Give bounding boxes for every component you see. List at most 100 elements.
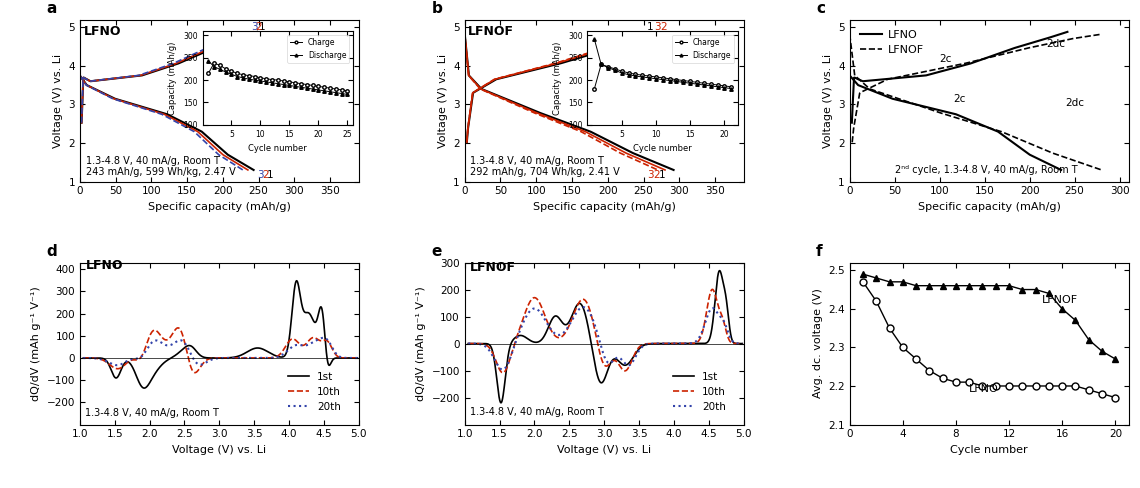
20th [203, 358, 217, 364]
Y-axis label: dQ/dV (mAh g⁻¹ V⁻¹): dQ/dV (mAh g⁻¹ V⁻¹) [416, 286, 426, 401]
Line: LFNO: LFNO [852, 32, 1067, 122]
10th [462, 341, 475, 346]
Y-axis label: Voltage (V) vs. Li: Voltage (V) vs. Li [438, 54, 448, 147]
X-axis label: Specific capacity (mAh/g): Specific capacity (mAh/g) [148, 202, 291, 212]
1st [76, 355, 90, 361]
1st [203, 355, 217, 361]
1st [712, 268, 726, 274]
X-axis label: Specific capacity (mAh/g): Specific capacity (mAh/g) [918, 202, 1060, 212]
LFNO [948, 64, 962, 70]
1st [735, 341, 749, 346]
Text: 243 mAh/g, 599 Wh/kg, 2.47 V: 243 mAh/g, 599 Wh/kg, 2.47 V [86, 166, 235, 177]
LFNO [962, 61, 976, 67]
LFNO [1056, 31, 1069, 37]
Text: 2: 2 [653, 170, 659, 181]
X-axis label: Voltage (V) vs. Li: Voltage (V) vs. Li [172, 445, 267, 455]
Text: LFNO: LFNO [969, 384, 999, 394]
Text: d: d [47, 244, 57, 259]
10th [76, 355, 90, 361]
10th [475, 341, 489, 347]
Text: 3: 3 [648, 170, 653, 181]
10th [188, 370, 202, 376]
1st [343, 355, 357, 361]
Text: 2dc: 2dc [1066, 98, 1084, 108]
20th [462, 341, 475, 346]
Legend: 1st, 10th, 20th: 1st, 10th, 20th [669, 367, 730, 416]
Text: 3: 3 [654, 22, 661, 32]
LFNO [845, 120, 858, 125]
Legend: LFNO, LFNOF: LFNO, LFNOF [855, 25, 928, 60]
Line: 1st: 1st [469, 271, 742, 403]
Line: 10th: 10th [83, 328, 357, 373]
X-axis label: Cycle number: Cycle number [951, 445, 1028, 455]
20th [350, 355, 364, 361]
LFNOF [846, 140, 860, 145]
Text: 3: 3 [252, 22, 258, 32]
Text: LFNOF: LFNOF [469, 25, 514, 38]
10th [677, 341, 691, 346]
Text: 2: 2 [262, 170, 269, 181]
LFNO [1021, 41, 1035, 47]
Text: 1: 1 [259, 22, 266, 32]
Line: 10th: 10th [469, 289, 742, 373]
20th [577, 304, 591, 310]
20th [496, 366, 510, 372]
10th [727, 341, 741, 346]
10th [343, 355, 357, 361]
Text: 3: 3 [258, 170, 263, 181]
1st [350, 355, 364, 361]
LFNO [1060, 29, 1074, 35]
Text: 1.3-4.8 V, 40 mA/g, Room T: 1.3-4.8 V, 40 mA/g, Room T [86, 407, 219, 418]
Text: LFNO: LFNO [83, 25, 121, 38]
Text: 1.3-4.8 V, 40 mA/g, Room T: 1.3-4.8 V, 40 mA/g, Room T [471, 156, 604, 166]
Text: c: c [816, 1, 825, 16]
1st [677, 341, 691, 346]
10th [210, 355, 223, 361]
Text: LFNOF: LFNOF [471, 261, 516, 274]
LFNOF [1050, 39, 1064, 45]
X-axis label: Voltage (V) vs. Li: Voltage (V) vs. Li [557, 445, 651, 455]
Text: 1: 1 [648, 22, 653, 32]
20th [111, 362, 124, 368]
1st [293, 287, 307, 293]
LFNOF [980, 55, 994, 61]
Text: b: b [431, 1, 442, 16]
LFNOF [966, 59, 979, 64]
Line: LFNOF: LFNOF [853, 34, 1101, 142]
Text: 2c: 2c [939, 54, 952, 64]
Text: LFNO: LFNO [86, 259, 123, 272]
20th [475, 342, 489, 347]
Y-axis label: Voltage (V) vs. Li: Voltage (V) vs. Li [823, 54, 832, 147]
1st [475, 341, 489, 346]
Text: LFNOF: LFNOF [1042, 295, 1078, 305]
Text: a: a [47, 1, 57, 16]
1st [290, 278, 303, 284]
Line: 20th: 20th [83, 338, 357, 365]
1st [210, 355, 223, 361]
LFNO [974, 57, 987, 63]
20th [727, 340, 741, 346]
LFNO [947, 65, 961, 71]
1st [727, 340, 741, 346]
20th [343, 355, 357, 361]
Text: 2ⁿᵈ cycle, 1.3-4.8 V, 40 mA/g, Room T: 2ⁿᵈ cycle, 1.3-4.8 V, 40 mA/g, Room T [895, 165, 1077, 175]
Text: e: e [431, 244, 441, 259]
10th [293, 341, 307, 346]
20th [735, 341, 749, 346]
20th [595, 346, 609, 352]
Line: 20th: 20th [469, 307, 742, 369]
20th [343, 355, 357, 361]
1st [90, 355, 104, 361]
10th [171, 325, 185, 331]
20th [317, 335, 331, 341]
10th [343, 355, 357, 361]
Text: 1.3-4.8 V, 40 mA/g, Room T: 1.3-4.8 V, 40 mA/g, Room T [471, 407, 604, 417]
1st [494, 400, 507, 406]
10th [496, 370, 510, 376]
20th [292, 342, 306, 348]
Legend: 1st, 10th, 20th: 1st, 10th, 20th [284, 367, 345, 416]
X-axis label: Specific capacity (mAh/g): Specific capacity (mAh/g) [532, 202, 676, 212]
LFNOF [963, 59, 977, 65]
1st [595, 380, 609, 386]
20th [587, 321, 601, 327]
